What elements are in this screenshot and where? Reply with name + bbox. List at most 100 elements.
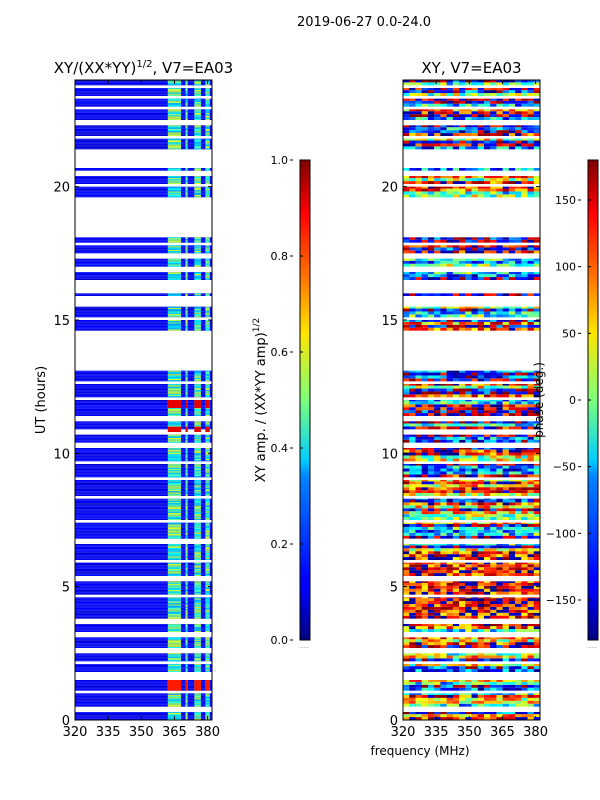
heatmap-cell bbox=[167, 99, 182, 101]
heatmap-cell bbox=[440, 629, 447, 632]
heatmap-cell bbox=[75, 715, 212, 717]
heatmap-cell bbox=[521, 669, 528, 672]
heatmap-cell bbox=[415, 554, 422, 558]
heatmap-cell bbox=[421, 384, 429, 386]
heatmap-cell bbox=[185, 376, 188, 378]
heatmap-cell bbox=[409, 400, 416, 402]
heatmap-cell bbox=[194, 378, 201, 381]
heatmap-cell bbox=[471, 681, 479, 685]
heatmap-cell bbox=[471, 436, 479, 440]
heatmap-cell bbox=[440, 545, 447, 549]
heatmap-cell bbox=[427, 714, 435, 718]
heatmap-cell bbox=[515, 693, 522, 695]
heatmap-cell bbox=[508, 388, 516, 392]
heatmap-cell bbox=[446, 615, 454, 619]
heatmap-cell bbox=[409, 133, 416, 136]
heatmap-cell bbox=[167, 435, 182, 437]
heatmap-cell bbox=[515, 703, 522, 707]
heatmap-cell bbox=[427, 452, 435, 456]
heatmap-cell bbox=[167, 628, 182, 630]
heatmap-cell bbox=[403, 385, 410, 389]
heatmap-cell bbox=[527, 375, 535, 379]
heatmap-cell bbox=[508, 585, 516, 589]
heatmap-cell bbox=[496, 237, 503, 240]
heatmap-cell bbox=[508, 570, 516, 574]
heatmap-cell bbox=[194, 646, 201, 648]
heatmap-cell bbox=[427, 499, 435, 503]
heatmap-cell bbox=[205, 508, 210, 510]
heatmap-cell bbox=[434, 245, 441, 248]
heatmap-cell bbox=[440, 474, 447, 478]
heatmap-cell bbox=[415, 260, 422, 264]
heatmap-cell bbox=[415, 567, 422, 571]
heatmap-cell bbox=[194, 259, 201, 261]
heatmap-cell bbox=[421, 468, 429, 472]
heatmap-cell bbox=[409, 439, 416, 443]
heatmap-cell bbox=[452, 143, 460, 147]
heatmap-cell bbox=[167, 434, 182, 436]
heatmap-cell bbox=[167, 126, 182, 128]
heatmap-cell bbox=[515, 548, 522, 552]
heatmap-cell bbox=[521, 320, 528, 322]
heatmap-cell bbox=[521, 624, 528, 627]
heatmap-cell bbox=[194, 435, 201, 437]
heatmap-cell bbox=[415, 410, 422, 414]
heatmap-cell bbox=[465, 239, 472, 243]
heatmap-cell bbox=[496, 400, 503, 402]
heatmap-cell bbox=[446, 585, 454, 589]
heatmap-cell bbox=[527, 604, 535, 607]
heatmap-cell bbox=[490, 551, 497, 555]
heatmap-cell bbox=[409, 401, 416, 405]
heatmap-cell bbox=[515, 481, 522, 485]
heatmap-cell bbox=[490, 511, 497, 515]
heatmap-cell bbox=[205, 533, 210, 536]
heatmap-cell bbox=[185, 552, 188, 554]
heatmap-cell bbox=[490, 407, 497, 411]
heatmap-cell bbox=[446, 385, 454, 389]
heatmap-cell bbox=[465, 385, 472, 389]
heatmap-cell bbox=[471, 653, 479, 656]
heatmap-cell bbox=[194, 293, 201, 294]
heatmap-cell bbox=[427, 535, 435, 539]
heatmap-cell bbox=[194, 493, 201, 495]
heatmap-cell bbox=[527, 448, 535, 450]
heatmap-cell bbox=[434, 143, 441, 147]
heatmap-cell bbox=[409, 526, 416, 530]
heatmap-cell bbox=[403, 140, 410, 144]
heatmap-cell bbox=[75, 180, 212, 182]
heatmap-cell bbox=[490, 455, 497, 459]
heatmap-cell bbox=[459, 693, 466, 695]
heatmap-cell bbox=[403, 400, 410, 402]
heatmap-cell bbox=[409, 410, 416, 414]
heatmap-cell bbox=[434, 93, 441, 96]
heatmap-cell bbox=[434, 645, 441, 648]
heatmap-cell bbox=[502, 375, 510, 379]
heatmap-cell bbox=[452, 413, 460, 416]
heatmap-cell bbox=[440, 612, 447, 616]
heatmap-cell bbox=[515, 669, 522, 672]
heatmap-cell bbox=[471, 239, 479, 243]
heatmap-cell bbox=[194, 597, 201, 599]
heatmap-cell bbox=[490, 606, 497, 610]
heatmap-cell bbox=[434, 615, 441, 619]
heatmap-cell bbox=[533, 629, 540, 632]
heatmap-cell bbox=[75, 585, 212, 587]
heatmap-cell bbox=[452, 535, 460, 539]
heatmap-cell bbox=[452, 669, 460, 672]
heatmap-cell bbox=[490, 140, 497, 144]
heatmap-cell bbox=[483, 557, 491, 560]
heatmap-cell bbox=[194, 514, 201, 516]
heatmap-cell bbox=[508, 320, 516, 322]
heatmap-cell bbox=[194, 565, 201, 567]
heatmap-cell bbox=[403, 471, 410, 475]
heatmap-cell bbox=[471, 455, 479, 459]
heatmap-cell bbox=[403, 532, 410, 536]
heatmap-cell bbox=[471, 117, 479, 120]
heatmap-cell bbox=[452, 458, 460, 462]
heatmap-cell bbox=[459, 449, 466, 453]
heatmap-cell bbox=[185, 530, 188, 532]
heatmap-cell bbox=[440, 526, 447, 530]
heatmap-cell bbox=[533, 375, 540, 379]
heatmap-cell bbox=[508, 606, 516, 610]
heatmap-cell bbox=[502, 481, 510, 485]
